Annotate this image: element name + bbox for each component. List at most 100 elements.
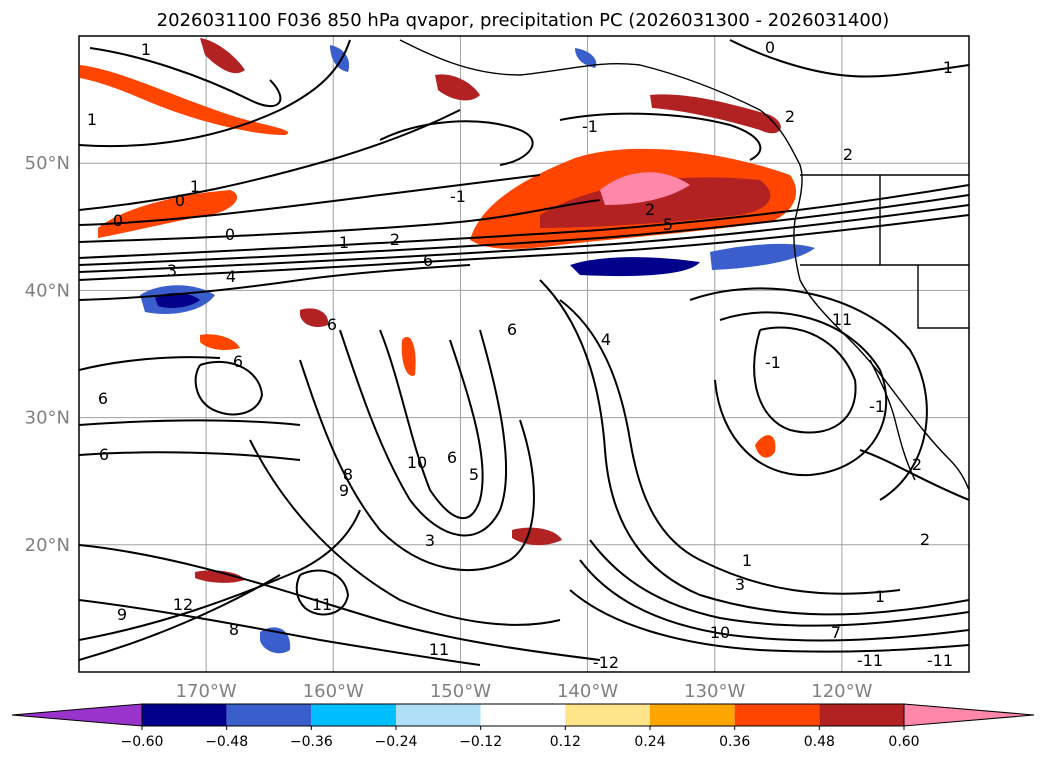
colorbar-tick-label: −0.60 [121, 734, 164, 750]
contour-label: -1 [582, 117, 598, 136]
colorbar-tick-label: 0.12 [550, 734, 581, 750]
contour-line [379, 120, 534, 166]
precip-neg-west-core [155, 292, 200, 308]
contour-label: 3 [425, 531, 435, 550]
map-background [79, 36, 969, 672]
precip-cell-subtropics [512, 527, 562, 546]
contour-label: -1 [869, 397, 885, 416]
colorbar-tick-label: −0.36 [290, 734, 333, 750]
contour-line [569, 589, 969, 653]
colorbar-extend-max [903, 703, 1035, 727]
contour-label: 5 [663, 215, 673, 234]
precip-neg-central [570, 257, 700, 277]
contour-line [295, 569, 350, 616]
contour-line [79, 184, 969, 259]
precip-cell-mid [300, 308, 329, 327]
colorbar-tick-label: −0.48 [205, 734, 248, 750]
lon-label: 150°W [430, 681, 491, 702]
contour-label: -11 [857, 651, 883, 670]
precip-cell-150w [401, 336, 416, 376]
contour-line [79, 599, 481, 666]
colorbar-tick-label: −0.12 [459, 734, 502, 750]
contour-line [729, 39, 969, 78]
colorbar-segment [650, 704, 735, 726]
contour-line [79, 39, 351, 148]
contour-line [753, 326, 857, 434]
contour-label: -1 [450, 187, 466, 206]
contour-label: 3 [167, 261, 177, 280]
contour-line [79, 356, 221, 371]
lon-label: 170°W [176, 681, 237, 702]
contour-label: 4 [601, 330, 611, 349]
contour-label: 8 [229, 620, 239, 639]
colorbar-segment [480, 704, 566, 726]
contour-label: 6 [447, 448, 457, 467]
precip-area-bering [200, 38, 245, 74]
contour-label: 11 [312, 595, 332, 614]
contour-line [79, 194, 969, 266]
map-frame [78, 35, 970, 673]
contour-label: 6 [327, 315, 337, 334]
contour-line [79, 509, 361, 641]
colorbar-segment [142, 704, 227, 726]
contour-label: -12 [593, 653, 619, 672]
colorbar-segment [396, 704, 481, 726]
contour-label: 2 [785, 107, 795, 126]
contour-line [559, 112, 762, 161]
contour-label: -11 [927, 651, 953, 670]
border-state [917, 265, 969, 329]
lat-label: 20°N [25, 535, 70, 556]
latitude-labels: 50°N 40°N 30°N 20°N [25, 153, 70, 556]
contour-line [579, 559, 969, 642]
colorbar-outline [141, 703, 905, 727]
lat-label: 50°N [25, 153, 70, 174]
precip-area-aleutian-band [98, 190, 238, 238]
contour-label: 2 [920, 530, 930, 549]
contour-label: 1 [339, 233, 349, 252]
contour-line [79, 451, 301, 461]
lon-label: 160°W [303, 681, 364, 702]
lon-label: 120°W [811, 681, 872, 702]
contour-line [79, 419, 301, 426]
contour-label: 0 [225, 225, 235, 244]
precip-cell-west [200, 334, 240, 350]
precip-area-alaska-coast [650, 94, 781, 134]
contour-label: 6 [98, 389, 108, 408]
precip-area-alaska-north [435, 74, 480, 101]
colorbar-tick-label: 0.48 [804, 734, 835, 750]
contour-line [559, 299, 901, 595]
contour-label: 12 [173, 595, 193, 614]
precip-neg-north [575, 48, 597, 68]
precip-neg-central-edge [710, 243, 815, 270]
colorbar-tick-label: 0.36 [719, 734, 750, 750]
contour-label: 1 [141, 40, 151, 59]
contour-label: -1 [765, 353, 781, 372]
contour-label: 2 [390, 230, 400, 249]
contour-label: 10 [710, 623, 730, 642]
contour-label: 1 [190, 177, 200, 196]
contour-line [194, 360, 264, 416]
contour-label: 2 [645, 200, 655, 219]
colorbar-segment [226, 704, 312, 726]
contour-label: 6 [233, 352, 243, 371]
colorbar-segment [565, 704, 650, 726]
contour-line [859, 449, 969, 501]
precip-area-pnw-peak [600, 172, 690, 205]
contour-label: 1 [87, 110, 97, 129]
graticule [79, 36, 969, 672]
colorbar-tick-label: −0.24 [375, 734, 418, 750]
contour-line [539, 279, 969, 616]
qvapor-contours [79, 39, 969, 666]
contour-label: 9 [339, 481, 349, 500]
contour-label: 2 [912, 455, 922, 474]
contour-label: 0 [113, 211, 123, 230]
contour-label: 0 [175, 191, 185, 210]
coastline-baja [869, 359, 916, 481]
precip-cell-subtropics-west [195, 570, 245, 583]
contour-line [89, 47, 282, 107]
colorbar: −0.60 −0.48 −0.36 −0.24 −0.12 0.12 0.24 0.36 0.4… [11, 703, 1035, 750]
contour-line [79, 174, 541, 226]
